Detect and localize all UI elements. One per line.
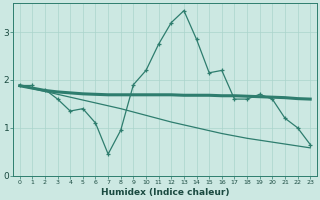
X-axis label: Humidex (Indice chaleur): Humidex (Indice chaleur) — [101, 188, 229, 197]
